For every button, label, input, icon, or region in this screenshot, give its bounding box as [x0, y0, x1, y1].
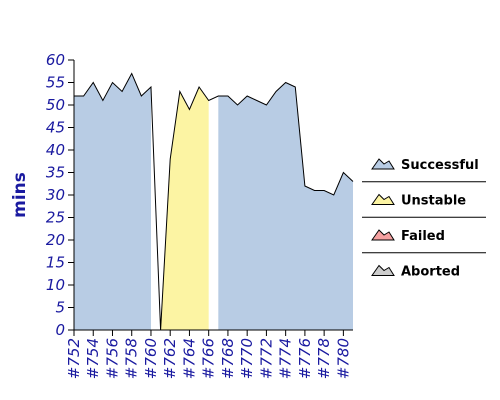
y-tick-label: 60	[46, 51, 65, 69]
data-point	[188, 108, 190, 110]
x-tick-label: #760	[142, 338, 160, 379]
legend-label: Successful	[401, 158, 479, 173]
data-point	[352, 180, 354, 182]
data-point	[333, 194, 335, 196]
x-tick-label: #770	[238, 338, 256, 379]
data-point	[150, 86, 152, 88]
y-tick-label: 0	[55, 321, 65, 339]
data-point	[313, 189, 315, 191]
data-point	[82, 95, 84, 97]
y-tick-label: 5	[55, 299, 65, 317]
area-segment-successful	[218, 82, 353, 330]
y-tick-label: 40	[46, 141, 65, 159]
area-segment-successful	[74, 73, 151, 330]
data-point	[265, 104, 267, 106]
chart-fill-layer	[74, 73, 353, 330]
x-tick-label: #772	[257, 338, 275, 379]
chart-line-layer	[74, 72, 354, 331]
legend-swatch-icon	[371, 158, 395, 170]
data-point	[342, 171, 344, 173]
y-tick-label: 35	[46, 164, 65, 182]
data-point	[121, 90, 123, 92]
x-tick-label: #776	[296, 338, 314, 379]
data-point	[275, 90, 277, 92]
legend: Successful Unstable Failed Aborted	[362, 158, 486, 280]
x-tick-label: #752	[65, 338, 83, 379]
legend-swatch-icon	[371, 229, 395, 241]
y-tick-label: 15	[46, 254, 65, 272]
x-tick-label: #780	[334, 338, 352, 379]
data-point	[111, 81, 113, 83]
data-point	[304, 185, 306, 187]
x-tick-label: #762	[161, 338, 179, 379]
data-point	[246, 95, 248, 97]
area-segment-unstable	[160, 87, 209, 330]
data-point	[169, 158, 171, 160]
data-point	[294, 86, 296, 88]
legend-swatch-icon	[371, 264, 395, 276]
legend-label: Unstable	[401, 194, 466, 209]
x-tick-label: #764	[180, 338, 198, 379]
data-point	[179, 90, 181, 92]
data-point	[207, 99, 209, 101]
data-point	[140, 95, 142, 97]
data-point	[236, 104, 238, 106]
x-tick-label: #758	[123, 338, 141, 379]
data-point	[102, 99, 104, 101]
y-tick-label: 50	[46, 96, 65, 114]
data-point	[323, 189, 325, 191]
duration-line	[74, 72, 354, 331]
y-tick-label: 25	[46, 209, 65, 227]
legend-label: Aborted	[401, 265, 460, 280]
x-tick-label: #754	[84, 338, 102, 379]
y-axis-title: mins	[10, 172, 30, 218]
data-point	[198, 86, 200, 88]
x-tick-label: #766	[200, 338, 218, 379]
legend-label: Failed	[401, 229, 445, 244]
y-tick-label: 45	[46, 119, 65, 137]
legend-swatch-icon	[371, 193, 395, 205]
y-tick-label: 20	[46, 231, 65, 249]
y-tick-label: 10	[46, 276, 65, 294]
y-tick-label: 30	[46, 186, 65, 204]
x-tick-label: #768	[219, 338, 237, 379]
data-point	[131, 72, 133, 74]
data-point	[92, 81, 94, 83]
x-tick-label: #756	[103, 338, 121, 379]
x-tick-label: #774	[277, 338, 295, 379]
data-point	[256, 99, 258, 101]
chart-axes: 0 5 10 15 20 25 30 35 40 45 50 55 60 #752 #754 #756 #758…	[46, 51, 353, 379]
data-point	[217, 95, 219, 97]
y-tick-label: 55	[46, 74, 65, 92]
data-point	[227, 95, 229, 97]
data-point	[284, 81, 286, 83]
x-tick-label: #778	[315, 338, 333, 379]
